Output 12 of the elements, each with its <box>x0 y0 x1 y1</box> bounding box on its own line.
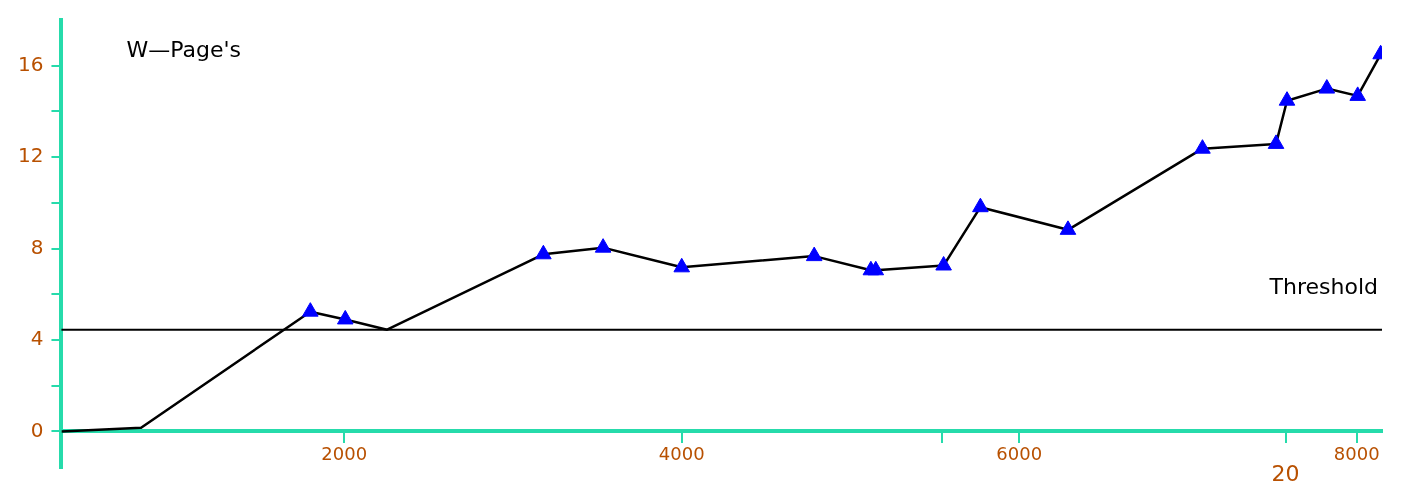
x-tick-label: 4000 <box>658 442 705 464</box>
y-tick-label: 0 <box>30 417 44 442</box>
x-tick-label: 2000 <box>321 442 368 464</box>
ref-line-label: Threshold <box>1268 274 1378 300</box>
y-tick-label: 16 <box>18 51 44 76</box>
x-tick-label: 6000 <box>996 442 1043 464</box>
y-tick-label: 8 <box>30 234 44 259</box>
x-tick-label: 8000 <box>1333 442 1380 464</box>
y-tick-label: 12 <box>18 143 44 168</box>
text: W—Page's <box>126 36 241 62</box>
annotation: 20 <box>1271 460 1300 486</box>
y-tick-label: 4 <box>30 326 44 351</box>
